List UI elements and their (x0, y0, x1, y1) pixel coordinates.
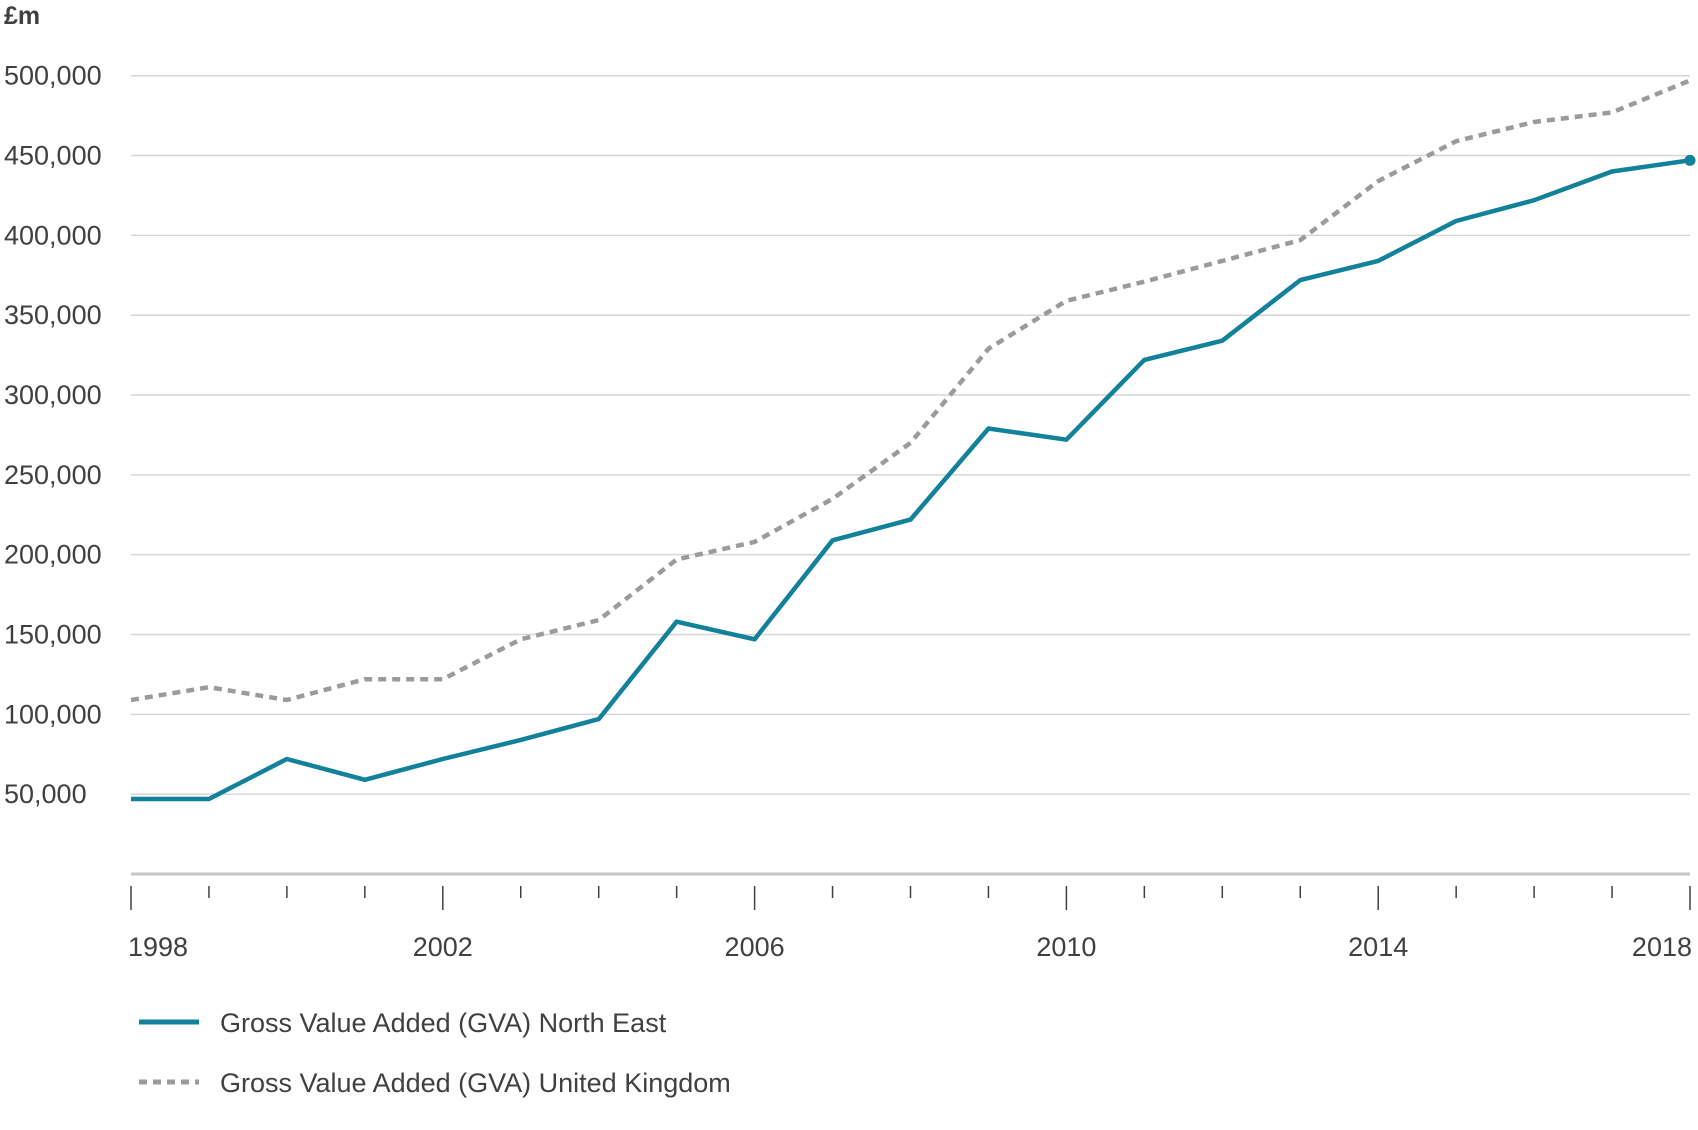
x-tick-label: 2014 (1348, 932, 1408, 962)
legend-label: Gross Value Added (GVA) United Kingdom (220, 1068, 731, 1098)
y-tick-label: 350,000 (4, 300, 102, 330)
gridlines (131, 74, 1690, 795)
legend: Gross Value Added (GVA) North East Gross … (139, 1008, 731, 1098)
y-tick-label: 450,000 (4, 141, 102, 171)
uk-gva-line (130, 78, 1691, 703)
x-tick-label: 2018 (1632, 932, 1692, 962)
x-tick-label: 1998 (128, 932, 188, 962)
x-tick-label: 2010 (1036, 932, 1096, 962)
y-tick-label: 500,000 (4, 61, 102, 91)
series-lines (130, 78, 1696, 802)
x-axis: 1998 2002 2006 2010 2014 2018 (128, 886, 1692, 962)
y-tick-label: 200,000 (4, 540, 102, 570)
x-tick-label: 2002 (413, 932, 473, 962)
x-tick-label: 2006 (725, 932, 785, 962)
legend-label: Gross Value Added (GVA) North East (220, 1008, 667, 1038)
y-tick-label: 50,000 (4, 779, 87, 809)
y-tick-label: 300,000 (4, 380, 102, 410)
y-axis-ticks: 50,000 100,000 150,000 200,000 250,000 300,00… (4, 61, 102, 809)
y-unit-label: £m (4, 2, 40, 30)
y-tick-label: 100,000 (4, 699, 102, 729)
north-east-gva-line (131, 158, 1691, 802)
y-tick-label: 400,000 (4, 220, 102, 250)
y-tick-label: 150,000 (4, 620, 102, 650)
series-end-marker (1684, 154, 1696, 166)
y-tick-label: 250,000 (4, 460, 102, 490)
